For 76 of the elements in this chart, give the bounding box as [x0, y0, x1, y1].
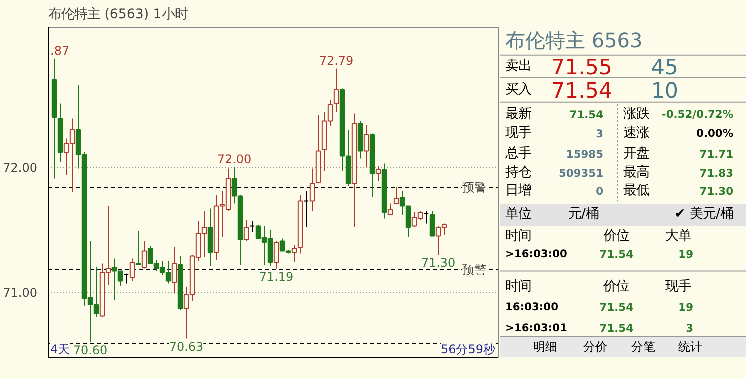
annotation: 70.60	[73, 344, 108, 358]
text: 71.71	[700, 148, 734, 161]
ref-line-label: 预警	[462, 180, 486, 194]
text: 时间	[506, 279, 532, 294]
text: 3	[686, 322, 694, 335]
chart-title: 布伦特主 (6563) 1小时	[48, 6, 188, 22]
text: 日增	[506, 184, 532, 199]
text: 单位	[506, 207, 532, 222]
candlestick	[130, 258, 136, 282]
candlestick	[292, 244, 298, 263]
text: 元/桶	[568, 207, 599, 222]
ref-line-label: 预警	[462, 263, 486, 277]
candlestick	[388, 203, 394, 216]
text: 涨跌	[624, 107, 650, 122]
text: 0.00%	[696, 127, 734, 140]
text: 时间	[506, 228, 532, 244]
text: 大单	[666, 228, 692, 244]
text: 71.54	[600, 322, 634, 335]
text: 现手	[666, 279, 692, 294]
text: 71.54	[570, 108, 604, 122]
text: ✔ 美元/桶	[674, 206, 734, 222]
candlestick	[334, 68, 340, 113]
candlestick	[364, 124, 370, 168]
text: 最低	[624, 184, 650, 199]
annotation: 72.00	[217, 152, 252, 166]
annotation: 56分59秒	[440, 342, 496, 356]
text: 15985	[566, 148, 604, 161]
text: 71.83	[700, 166, 734, 180]
text: 71.54	[551, 79, 613, 104]
text: 最新	[506, 107, 532, 122]
text: 10	[651, 79, 678, 104]
text: 买入	[506, 82, 532, 98]
text: 71.55	[551, 56, 613, 81]
text: >16:03:00	[506, 247, 568, 260]
annotation: 4天	[50, 342, 70, 356]
text: 19	[678, 248, 694, 261]
annotation: .87	[50, 44, 70, 58]
text: 71.30	[700, 185, 734, 198]
candlestick	[274, 240, 280, 270]
text: 16:03:00	[506, 300, 559, 314]
candlestick	[310, 168, 316, 212]
text: 509351	[559, 166, 604, 180]
text: 持仓	[506, 165, 532, 180]
text: -0.52/0.72%	[662, 108, 734, 122]
annotation: 71.19	[259, 270, 294, 284]
text: 明细	[534, 340, 558, 354]
annotation: 71.30	[421, 256, 456, 270]
annotation: 72.79	[319, 54, 354, 68]
candlestick	[142, 240, 148, 270]
text: >16:03:01	[506, 321, 568, 334]
text: 分笔	[632, 340, 656, 354]
text: 分价	[584, 340, 608, 354]
candlestick	[376, 166, 382, 182]
text: 开盘	[624, 146, 650, 162]
text: 71.54	[600, 248, 634, 261]
text: 最高	[624, 164, 650, 180]
text: 卖出	[506, 59, 532, 74]
text: 统计	[678, 340, 702, 354]
candlestick	[136, 230, 142, 266]
text: 0	[596, 185, 604, 198]
text: 19	[678, 301, 694, 314]
text: 布伦特主 6563	[506, 28, 643, 53]
candlestick	[244, 220, 250, 242]
text: 71.54	[600, 301, 634, 314]
candlestick	[430, 210, 436, 237]
annotation: 70.63	[169, 340, 204, 354]
text: 速涨	[624, 126, 650, 142]
candlestick	[394, 187, 400, 204]
text: 价位	[602, 279, 630, 294]
text: 45	[651, 56, 678, 81]
text: 现手	[506, 126, 532, 142]
text: 3	[596, 128, 604, 141]
candlestick	[172, 247, 178, 294]
y-tick-label: 71.00	[3, 286, 38, 300]
text: 价位	[602, 228, 630, 244]
text: 总手	[504, 146, 532, 162]
